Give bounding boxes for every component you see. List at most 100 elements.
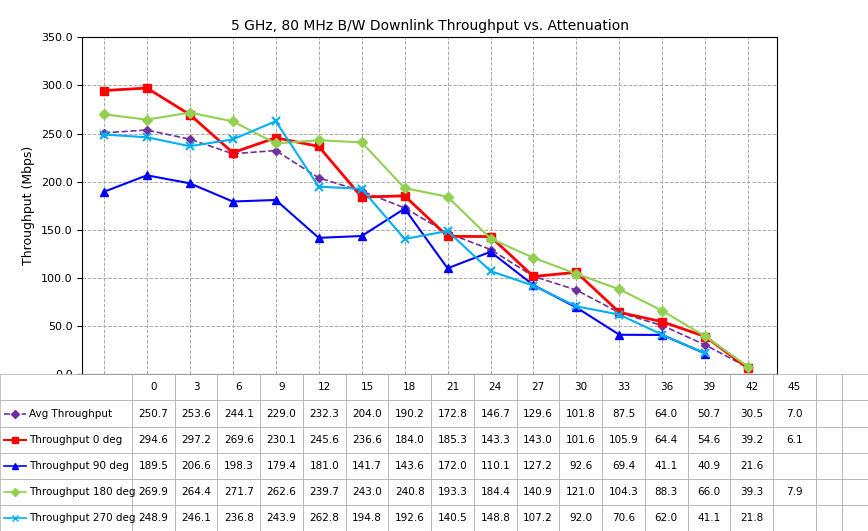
Text: 6.1: 6.1 bbox=[786, 435, 803, 444]
Text: 172.0: 172.0 bbox=[437, 461, 468, 470]
Text: 236.8: 236.8 bbox=[224, 513, 253, 523]
Text: 41.1: 41.1 bbox=[697, 513, 720, 523]
Text: 41.1: 41.1 bbox=[654, 461, 678, 470]
Text: 21.8: 21.8 bbox=[740, 513, 764, 523]
Bar bbox=[260, 452, 303, 479]
Text: 30.5: 30.5 bbox=[740, 408, 763, 418]
Text: 198.3: 198.3 bbox=[224, 461, 253, 470]
Text: Throughput 0 deg: Throughput 0 deg bbox=[29, 435, 122, 444]
Bar bbox=[260, 400, 303, 426]
Text: 148.8: 148.8 bbox=[480, 513, 510, 523]
Bar bbox=[687, 479, 731, 505]
Bar bbox=[0, 426, 132, 452]
Text: 143.6: 143.6 bbox=[395, 461, 424, 470]
Bar bbox=[816, 452, 842, 479]
Text: 184.4: 184.4 bbox=[480, 487, 510, 497]
Bar bbox=[773, 479, 816, 505]
Text: 240.8: 240.8 bbox=[395, 487, 424, 497]
Bar bbox=[645, 426, 687, 452]
Bar bbox=[474, 374, 516, 400]
Text: 244.1: 244.1 bbox=[224, 408, 253, 418]
Text: 12: 12 bbox=[318, 382, 331, 392]
Bar bbox=[345, 479, 389, 505]
Text: 185.3: 185.3 bbox=[437, 435, 468, 444]
Bar bbox=[217, 505, 260, 531]
Bar bbox=[516, 479, 560, 505]
Bar bbox=[773, 374, 816, 400]
Text: 104.3: 104.3 bbox=[608, 487, 639, 497]
Bar bbox=[174, 479, 217, 505]
Bar bbox=[474, 479, 516, 505]
Text: 64.4: 64.4 bbox=[654, 435, 678, 444]
Bar bbox=[474, 505, 516, 531]
Bar bbox=[731, 400, 773, 426]
Text: 230.1: 230.1 bbox=[266, 435, 297, 444]
Text: 107.2: 107.2 bbox=[523, 513, 553, 523]
Bar bbox=[174, 374, 217, 400]
Bar bbox=[389, 505, 431, 531]
Bar bbox=[217, 426, 260, 452]
Bar bbox=[217, 479, 260, 505]
Bar bbox=[389, 374, 431, 400]
Bar bbox=[516, 426, 560, 452]
Bar bbox=[516, 452, 560, 479]
Text: Throughput 270 deg: Throughput 270 deg bbox=[29, 513, 135, 523]
Bar bbox=[687, 400, 731, 426]
Bar bbox=[645, 400, 687, 426]
Text: 146.7: 146.7 bbox=[480, 408, 510, 418]
Bar bbox=[0, 479, 132, 505]
Text: 62.0: 62.0 bbox=[654, 513, 678, 523]
Bar bbox=[345, 426, 389, 452]
Bar bbox=[345, 452, 389, 479]
Text: 27: 27 bbox=[531, 382, 545, 392]
Text: 141.7: 141.7 bbox=[352, 461, 382, 470]
Bar bbox=[389, 400, 431, 426]
Bar bbox=[731, 374, 773, 400]
Bar bbox=[174, 426, 217, 452]
Text: 121.0: 121.0 bbox=[566, 487, 595, 497]
Bar bbox=[0, 505, 132, 531]
Bar bbox=[842, 374, 868, 400]
Text: 66.0: 66.0 bbox=[698, 487, 720, 497]
Bar bbox=[602, 479, 645, 505]
Text: 6: 6 bbox=[235, 382, 242, 392]
Bar bbox=[303, 400, 345, 426]
Bar bbox=[516, 400, 560, 426]
Text: 206.6: 206.6 bbox=[181, 461, 211, 470]
Bar bbox=[474, 426, 516, 452]
Bar bbox=[174, 505, 217, 531]
Text: 39.2: 39.2 bbox=[740, 435, 764, 444]
Bar bbox=[217, 452, 260, 479]
Text: 243.0: 243.0 bbox=[352, 487, 382, 497]
Text: 105.9: 105.9 bbox=[608, 435, 639, 444]
X-axis label: Attenuation (dB): Attenuation (dB) bbox=[378, 400, 482, 413]
Bar bbox=[260, 505, 303, 531]
Bar bbox=[0, 452, 132, 479]
Text: 243.9: 243.9 bbox=[266, 513, 297, 523]
Bar bbox=[816, 426, 842, 452]
Text: 64.0: 64.0 bbox=[654, 408, 678, 418]
Text: 9: 9 bbox=[279, 382, 285, 392]
Text: 3: 3 bbox=[193, 382, 200, 392]
Text: 297.2: 297.2 bbox=[181, 435, 211, 444]
Bar bbox=[560, 452, 602, 479]
Bar bbox=[645, 374, 687, 400]
Text: 69.4: 69.4 bbox=[612, 461, 635, 470]
Bar bbox=[431, 452, 474, 479]
Bar bbox=[345, 400, 389, 426]
Bar bbox=[560, 426, 602, 452]
Bar bbox=[132, 505, 174, 531]
Text: 192.6: 192.6 bbox=[395, 513, 424, 523]
Text: 193.3: 193.3 bbox=[437, 487, 468, 497]
Text: 24: 24 bbox=[489, 382, 502, 392]
Text: 129.6: 129.6 bbox=[523, 408, 553, 418]
Bar bbox=[389, 452, 431, 479]
Text: 92.6: 92.6 bbox=[569, 461, 593, 470]
Bar bbox=[560, 400, 602, 426]
Text: 184.0: 184.0 bbox=[395, 435, 424, 444]
Bar bbox=[431, 400, 474, 426]
Bar bbox=[645, 479, 687, 505]
Text: 294.6: 294.6 bbox=[138, 435, 168, 444]
Bar bbox=[560, 505, 602, 531]
Text: 140.9: 140.9 bbox=[523, 487, 553, 497]
